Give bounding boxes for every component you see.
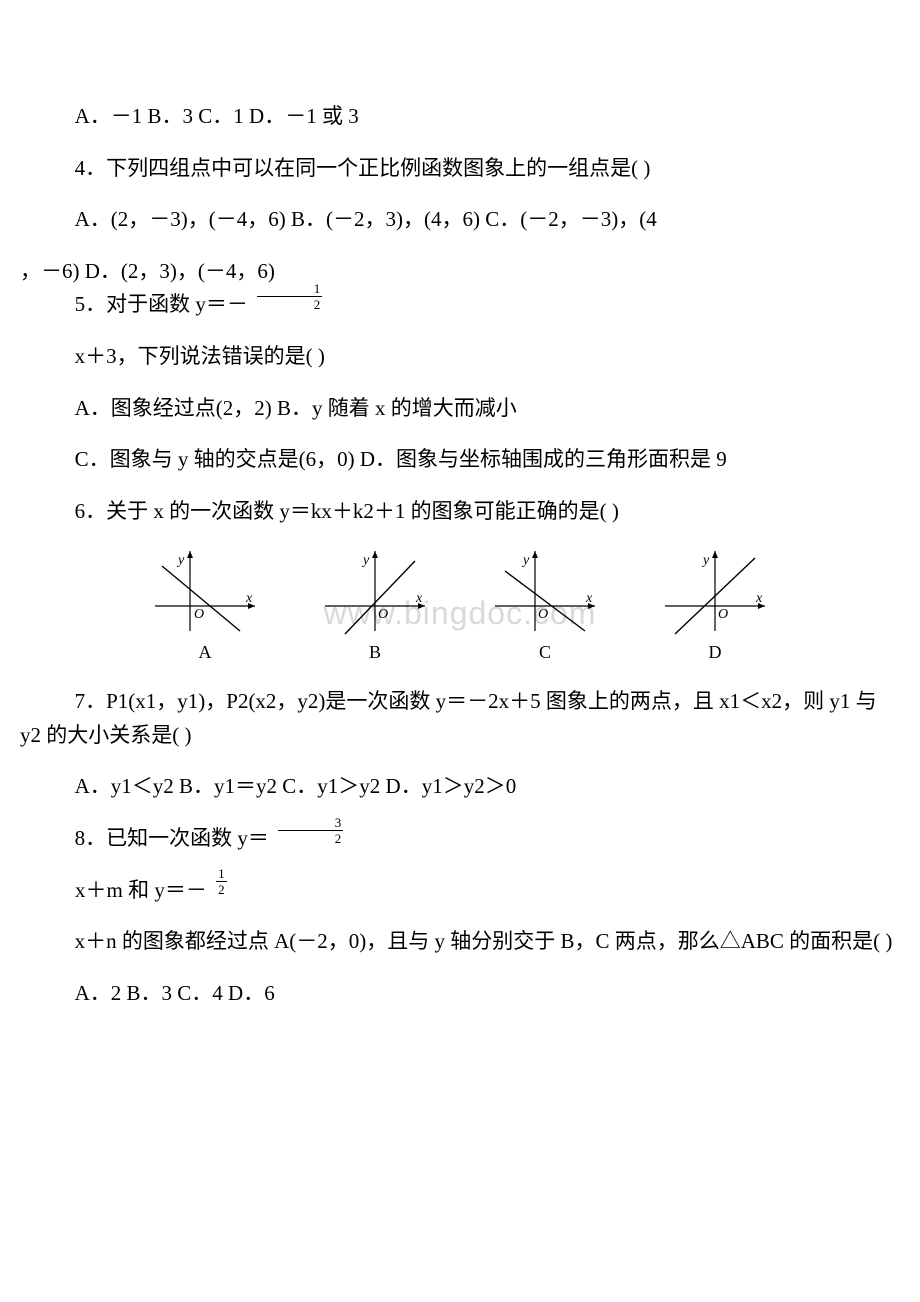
svg-text:x: x <box>245 591 253 606</box>
q8-options: A．2 B．3 C．4 D．6 <box>20 977 900 1011</box>
q5-options-cd: C．图象与 y 轴的交点是(6，0) D．图象与坐标轴围成的三角形面积是 9 <box>20 443 900 477</box>
q5-options-ab: A．图象经过点(2，2) B．y 随着 x 的增大而减小 <box>20 392 900 426</box>
q8-line3: x＋n 的图象都经过点 A(－2，0)，且与 y 轴分别交于 B，C 两点，那么… <box>20 925 900 959</box>
q6-graphs-row: y x O A y x O B <box>20 546 900 667</box>
q5-stem-text: 5．对于函数 y＝－ <box>75 292 248 316</box>
q8-frac1-num: 3 <box>278 816 343 830</box>
q8-stem-text: 8．已知一次函数 y＝ <box>75 826 269 850</box>
q4-options-line2: ，－6) D．(2，3)，(－4，6) <box>20 255 900 289</box>
q7-options: A．y1＜y2 B．y1＝y2 C．y1＞y2 D．y1＞y2＞0 <box>20 770 900 804</box>
q4-options-line1: A．(2，－3)，(－4，6) B．(－2，3)，(4，6) C．(－2，－3)… <box>20 203 900 237</box>
svg-text:O: O <box>194 607 204 622</box>
svg-text:O: O <box>718 607 728 622</box>
graph-d: y x O D <box>660 546 770 667</box>
svg-text:y: y <box>521 553 530 568</box>
svg-text:y: y <box>701 553 710 568</box>
q5-fraction: 1 2 <box>257 282 322 311</box>
q8-frac2-den: 2 <box>216 881 227 896</box>
q5-frac-den: 2 <box>257 296 322 311</box>
svg-text:O: O <box>378 607 388 622</box>
q6-graphs-container: www.bingdoc.com y x O A <box>20 546 900 667</box>
graph-d-svg: y x O <box>660 546 770 636</box>
q8-stem: 8．已知一次函数 y＝ 3 2 <box>20 822 900 856</box>
q8-frac2-num: 1 <box>216 867 227 881</box>
svg-text:O: O <box>538 607 548 622</box>
q5-frac-num: 1 <box>257 282 322 296</box>
graph-c-label: C <box>539 638 551 667</box>
q5-stem: 5．对于函数 y＝－ 1 2 <box>20 288 900 322</box>
graph-a: y x O A <box>150 546 260 667</box>
graph-b: y x O B <box>320 546 430 667</box>
graph-d-label: D <box>709 638 722 667</box>
q3-options: A．－1 B．3 C．1 D．－1 或 3 <box>20 100 900 134</box>
q8-frac1-den: 2 <box>278 830 343 845</box>
graph-a-svg: y x O <box>150 546 260 636</box>
q8-line2: x＋m 和 y＝－ 1 2 <box>75 874 900 908</box>
q4-stem: 4．下列四组点中可以在同一个正比例函数图象上的一组点是( ) <box>20 152 900 186</box>
q6-stem: 6．关于 x 的一次函数 y＝kx＋k2＋1 的图象可能正确的是( ) <box>20 495 900 529</box>
graph-c-svg: y x O <box>490 546 600 636</box>
graph-a-label: A <box>199 638 212 667</box>
q8-line2-text: x＋m 和 y＝－ <box>75 878 207 902</box>
q5-line2: x＋3，下列说法错误的是( ) <box>20 340 900 374</box>
graph-b-svg: y x O <box>320 546 430 636</box>
svg-text:x: x <box>755 591 763 606</box>
graph-c: y x O C <box>490 546 600 667</box>
q8-fraction2: 1 2 <box>216 867 227 896</box>
q7-stem: 7．P1(x1，y1)，P2(x2，y2)是一次函数 y＝－2x＋5 图象上的两… <box>20 685 900 752</box>
svg-text:y: y <box>176 553 185 568</box>
graph-b-label: B <box>369 638 381 667</box>
svg-text:x: x <box>585 591 593 606</box>
svg-text:x: x <box>415 591 423 606</box>
q8-fraction1: 3 2 <box>278 816 343 845</box>
svg-text:y: y <box>361 553 370 568</box>
